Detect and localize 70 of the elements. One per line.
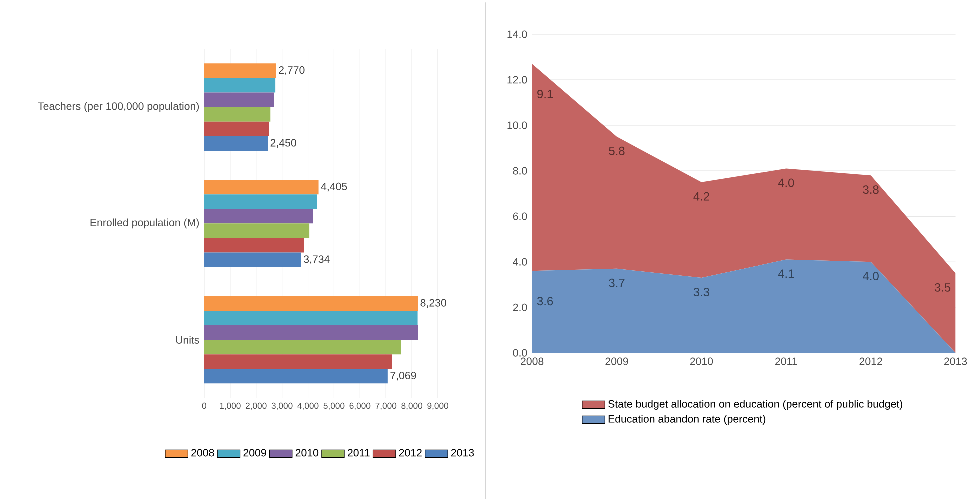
data-label: 3.8 [863,186,879,194]
data-label: 7,069 [390,372,416,381]
bar [204,354,392,370]
x-tick-label: 5,000 [324,403,345,410]
bar [204,64,276,78]
bar [204,296,418,312]
bar [204,326,418,340]
data-label: 3.6 [537,297,554,306]
bar [204,194,318,210]
data-label: 5.8 [609,147,625,156]
y-tick-label: 8.0 [513,167,528,175]
y-tick-label: 2.0 [513,304,528,312]
x-tick-label: 2013 [944,358,968,366]
data-label: 9.1 [538,90,554,99]
x-tick-label: 7,000 [376,403,397,410]
bar [204,224,310,238]
legend-label: 2010 [296,449,319,457]
legend-label: Education abandon rate (percent) [608,415,766,426]
data-label: 4,405 [321,183,348,192]
x-tick-label: 2,000 [246,403,267,410]
y-tick-label: Enrolled population (M) [90,218,200,229]
x-tick-label: 2010 [690,358,714,366]
data-label: 4.0 [778,178,794,188]
legend-label: 2012 [399,449,422,457]
data-label: 3.7 [609,279,625,288]
x-tick-label: 9,000 [428,403,448,410]
y-tick-label: 10.0 [508,122,528,130]
x-tick-label: 2011 [776,358,798,366]
y-tick-label: Teachers (per 100,000 population) [38,102,200,112]
data-label: 3,734 [304,256,330,265]
bar [204,107,271,122]
legend-label: 2009 [244,449,266,457]
x-tick-label: 2012 [860,358,882,366]
data-label: 3.3 [694,288,710,297]
bar [204,136,268,152]
data-label: 4.0 [863,272,879,281]
x-tick-label: 2008 [521,358,544,366]
legend-label: 2011 [348,449,370,457]
legend-label: 2013 [451,449,474,457]
y-tick-label: 14.0 [508,30,528,38]
bar [204,92,274,108]
x-tick-label: 6,000 [350,403,371,410]
bar [204,122,270,137]
x-tick-label: 3,000 [272,403,293,410]
bar [204,78,276,93]
legend-label: 2008 [192,449,214,457]
legend-label: State budget allocation on education (percent of public budget) [608,400,903,410]
bar [204,369,388,384]
data-label: 2,450 [270,139,296,148]
y-tick-label: 4.0 [513,258,528,266]
x-tick-label: 2009 [606,358,628,366]
y-tick-label: Units [176,336,200,344]
bar [204,340,402,355]
y-tick-label: 6.0 [513,212,528,220]
y-tick-label: 0.0 [513,349,528,357]
data-label: 3.5 [934,284,951,292]
bar [204,311,418,326]
bar [204,180,319,195]
data-label: 4.2 [694,192,710,201]
x-tick-label: 8,000 [402,403,423,410]
y-tick-label: 12.0 [508,76,528,84]
data-label: 8,230 [420,299,446,308]
bar [204,209,314,224]
x-tick-label: 4,000 [298,403,319,410]
data-label: 2,770 [279,66,305,76]
bar [204,252,302,268]
bar [204,238,304,253]
data-label: 4.1 [778,270,794,278]
x-tick-label: 0 [202,403,206,410]
x-tick-label: 1,000 [220,403,241,410]
